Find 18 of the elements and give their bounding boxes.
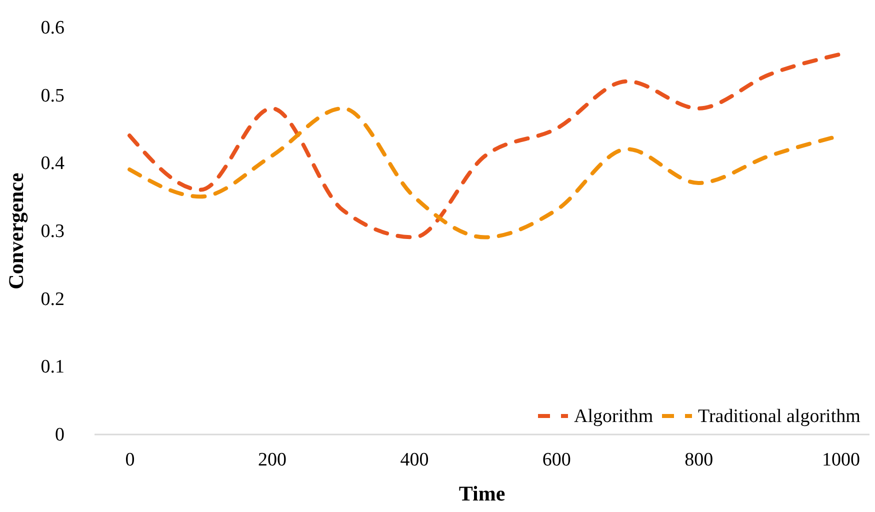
x-tick-label: 1000 <box>822 450 860 470</box>
y-tick-label: 0 <box>55 424 64 446</box>
x-tick-label: 400 <box>400 450 429 470</box>
x-tick-label: 800 <box>684 450 714 470</box>
y-tick-label: 0.3 <box>40 221 64 242</box>
x-tick-label: 0 <box>125 450 135 470</box>
x-axis-title: Time <box>458 482 506 506</box>
line-series <box>128 52 843 240</box>
x-tick-label: 600 <box>542 450 571 470</box>
y-tick-label: 0.6 <box>40 18 64 38</box>
x-tick-label: 200 <box>258 450 286 470</box>
y-tick-label: 0.5 <box>40 85 64 106</box>
y-tick-label: 0.1 <box>40 356 64 378</box>
legend-label: Algorithm <box>574 406 654 427</box>
y-axis-title: Convergence <box>4 172 28 290</box>
y-tick-label: 0.2 <box>40 288 64 310</box>
legend-label: Traditional algorithm <box>698 406 861 427</box>
y-tick-label: 0.4 <box>40 153 65 174</box>
